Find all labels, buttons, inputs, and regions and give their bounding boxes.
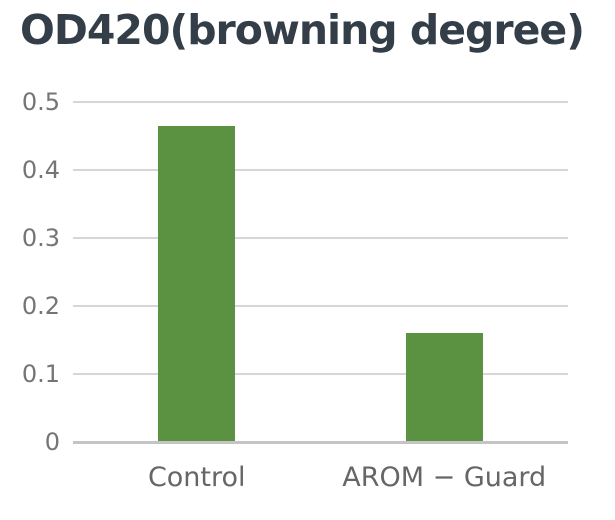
chart-title: OD420(browning degree) bbox=[20, 6, 585, 54]
y-tick-label: 0.5 bbox=[21, 88, 60, 116]
gridline bbox=[73, 101, 568, 103]
gridline bbox=[73, 237, 568, 239]
bar-arom-guard bbox=[405, 333, 483, 442]
gridline bbox=[73, 305, 568, 307]
x-tick-label-control: Control bbox=[147, 462, 246, 493]
x-axis-line bbox=[73, 440, 568, 444]
x-tick-label-arom-guard: AROM − Guard bbox=[342, 462, 547, 493]
y-tick-label: 0.3 bbox=[21, 224, 60, 252]
y-tick-label: 0 bbox=[44, 428, 60, 456]
gridline bbox=[73, 169, 568, 171]
y-tick-label: 0.2 bbox=[21, 292, 60, 320]
plot-area: 0 0.1 0.2 0.3 0.4 0.5 Control AROM − Guard bbox=[22, 88, 568, 493]
y-tick-label: 0.4 bbox=[21, 156, 60, 184]
bar-control bbox=[158, 125, 236, 442]
gridline bbox=[73, 373, 568, 375]
y-tick-label: 0.1 bbox=[21, 360, 60, 388]
